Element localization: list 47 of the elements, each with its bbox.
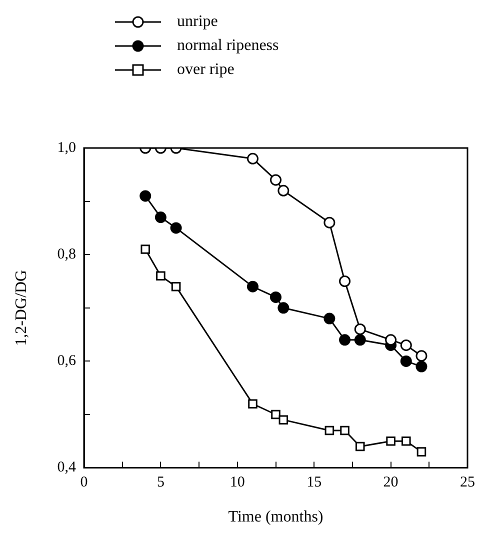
y-tick-label: 0,4 — [57, 460, 76, 476]
legend-label: normal ripeness — [177, 37, 279, 54]
x-tick-label: 20 — [383, 474, 398, 491]
point — [271, 410, 280, 420]
point — [339, 334, 351, 346]
point — [339, 276, 351, 287]
point — [140, 190, 152, 202]
y-tick-label: 1,0 — [57, 140, 76, 156]
point — [278, 415, 288, 424]
point — [246, 152, 258, 164]
point — [402, 436, 411, 446]
y-tick-label: 0,8 — [57, 246, 76, 263]
point — [416, 350, 428, 362]
x-tick-label: 25 — [460, 474, 475, 491]
point — [270, 174, 282, 186]
x-tick-label: 5 — [156, 474, 164, 491]
point — [171, 282, 181, 292]
x-tick-label: 15 — [306, 474, 322, 491]
x-tick-label: 0 — [80, 474, 88, 491]
x-axis-title: Time (months) — [228, 508, 324, 526]
point — [170, 222, 182, 234]
point — [324, 216, 336, 228]
point — [324, 312, 336, 324]
point — [416, 447, 426, 456]
point — [400, 339, 412, 351]
point — [385, 334, 397, 346]
point — [248, 399, 258, 408]
point — [270, 291, 282, 303]
point — [156, 271, 166, 281]
point — [400, 355, 412, 367]
point — [278, 302, 290, 314]
point — [354, 334, 366, 346]
legend-label: over ripe — [177, 61, 234, 78]
point — [416, 360, 428, 372]
y-axis-title: 1,2-DG/DG — [12, 269, 30, 346]
y-tick-label: 0,6 — [57, 353, 76, 370]
point — [354, 323, 366, 335]
point — [154, 212, 166, 224]
point — [140, 244, 150, 254]
point — [340, 426, 350, 436]
point — [324, 426, 334, 436]
point — [386, 436, 396, 446]
legend-label: unripe — [177, 13, 218, 30]
point — [278, 184, 290, 196]
x-tick-label: 10 — [230, 474, 245, 491]
point — [355, 442, 365, 452]
point — [246, 280, 258, 292]
